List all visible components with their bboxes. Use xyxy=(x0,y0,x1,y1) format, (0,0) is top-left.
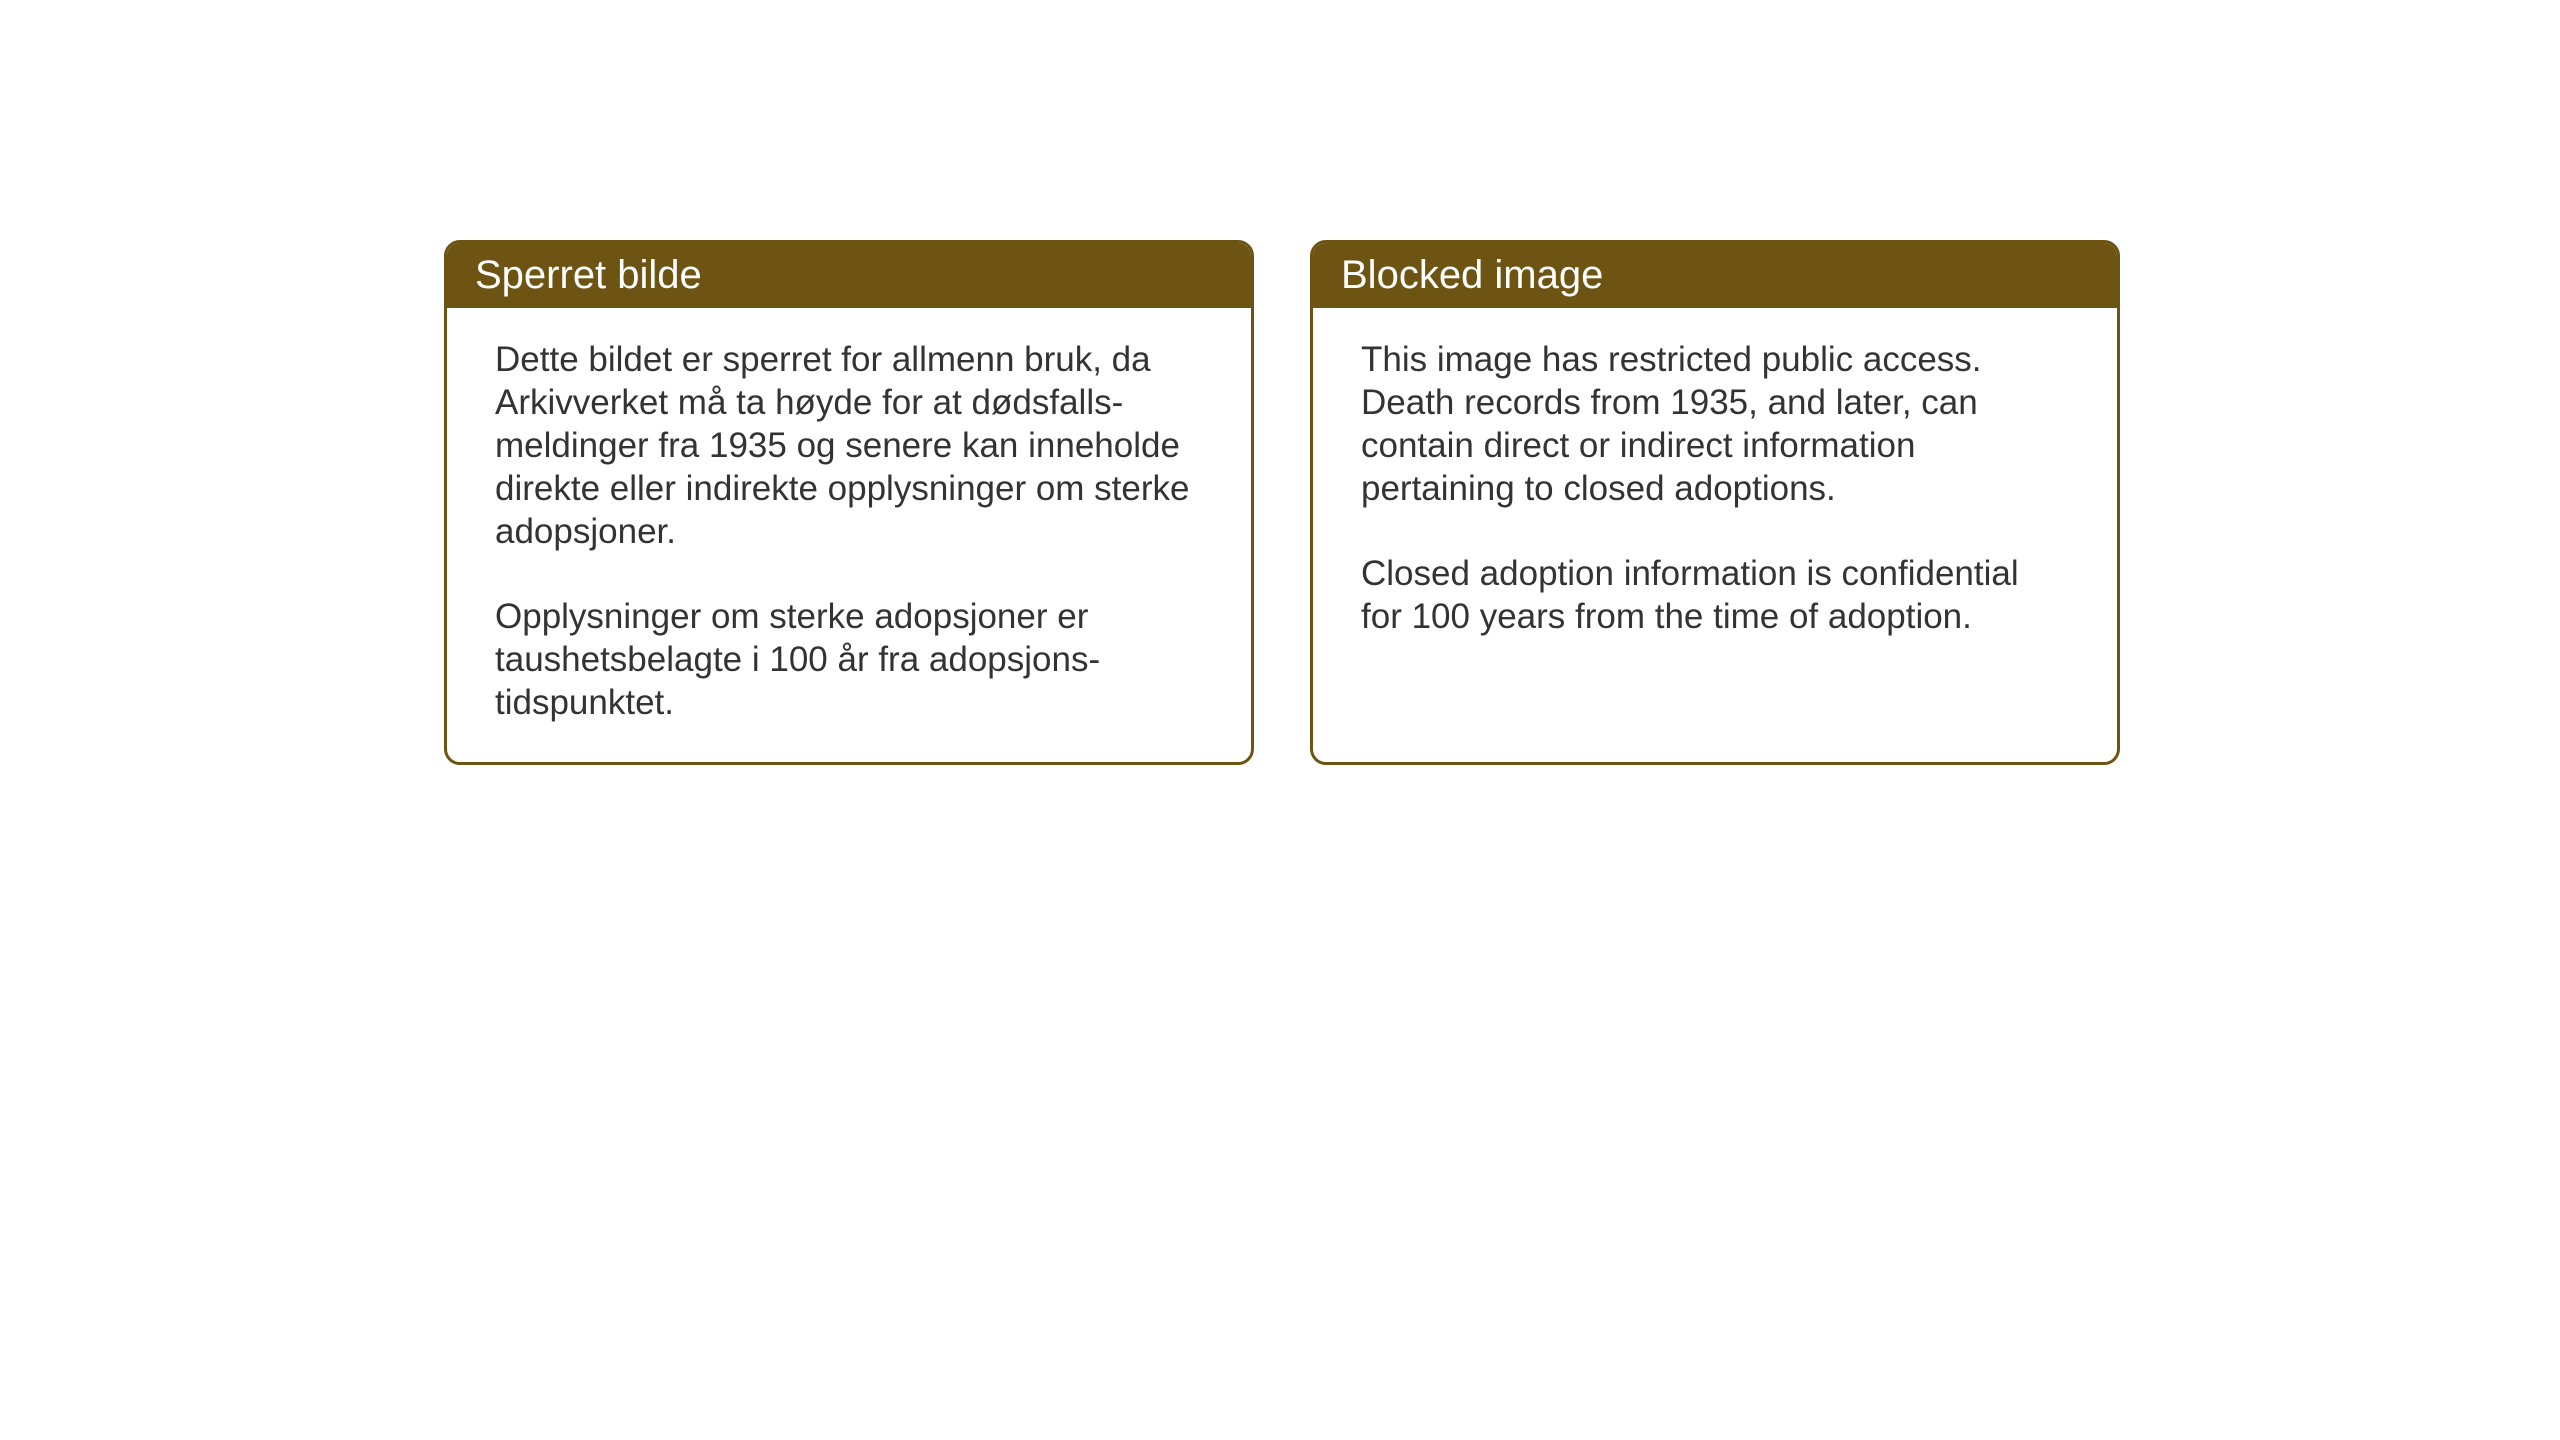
card-paragraph-1-english: This image has restricted public access.… xyxy=(1361,338,2069,510)
card-paragraph-1-norwegian: Dette bildet er sperret for allmenn bruk… xyxy=(495,338,1203,553)
card-body-norwegian: Dette bildet er sperret for allmenn bruk… xyxy=(447,308,1251,762)
card-body-english: This image has restricted public access.… xyxy=(1313,308,2117,676)
card-paragraph-2-english: Closed adoption information is confident… xyxy=(1361,552,2069,638)
card-header-norwegian: Sperret bilde xyxy=(447,243,1251,308)
notice-card-norwegian: Sperret bilde Dette bildet er sperret fo… xyxy=(444,240,1254,765)
card-paragraph-2-norwegian: Opplysninger om sterke adopsjoner er tau… xyxy=(495,595,1203,724)
card-header-english: Blocked image xyxy=(1313,243,2117,308)
notice-card-english: Blocked image This image has restricted … xyxy=(1310,240,2120,765)
notice-cards-container: Sperret bilde Dette bildet er sperret fo… xyxy=(444,240,2120,765)
